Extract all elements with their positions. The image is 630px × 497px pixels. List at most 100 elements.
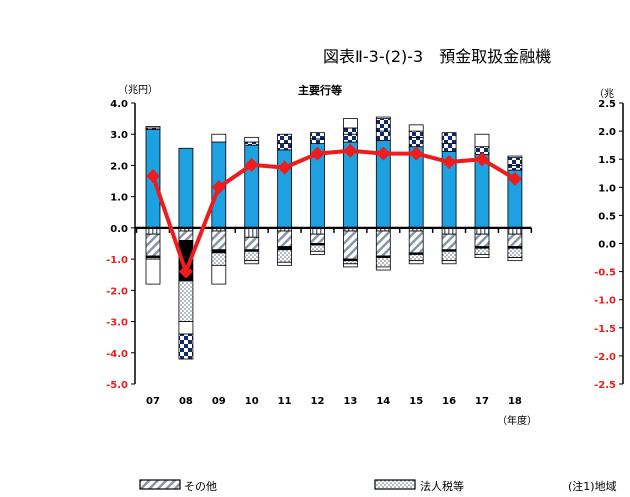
line-point-13 <box>343 143 358 158</box>
right-tick-label: 1.0 <box>598 183 616 194</box>
bar-segment <box>474 233 490 248</box>
category-label: 10 <box>245 396 259 407</box>
bar-segment <box>310 132 325 140</box>
bar-segment <box>310 138 325 144</box>
category-label: 17 <box>475 396 489 407</box>
figure-title: 図表Ⅱ-3-(2)-3 預金取扱金融機 <box>323 47 551 66</box>
bar-segment <box>211 252 227 266</box>
category-label: 12 <box>311 396 325 407</box>
legend: その他 法人税等 <box>139 479 464 493</box>
bar-segment <box>441 260 457 265</box>
bar-segment <box>474 254 490 258</box>
bar-segment <box>342 133 358 143</box>
right-tick-label: -1.5 <box>594 324 616 335</box>
bar-segment <box>375 116 391 120</box>
category-label: 16 <box>442 396 456 407</box>
bar-segment <box>178 230 194 241</box>
left-tick-label: 0.0 <box>110 224 128 235</box>
footnote: (注1)地域 <box>568 479 617 493</box>
bar-segment <box>178 280 194 322</box>
bar-segment <box>441 132 457 144</box>
right-tick-label: -2.5 <box>594 380 616 391</box>
bar-segment <box>244 260 260 265</box>
line-point-08 <box>178 264 193 279</box>
line-point-18 <box>507 171 522 186</box>
category-label: 11 <box>278 396 292 407</box>
bar-segment <box>178 147 194 229</box>
right-tick-label: 2.5 <box>598 99 616 110</box>
bar-segment <box>310 244 325 252</box>
legend-item-other: その他 <box>139 479 217 493</box>
bar-segment <box>507 247 523 258</box>
bar-segment <box>145 126 161 129</box>
line-point-11 <box>277 160 292 175</box>
right-axis-unit: （兆 <box>594 88 614 100</box>
left-tick-label: 4.0 <box>110 99 128 110</box>
legend-item-corporate-tax: 法人税等 <box>374 479 464 493</box>
left-tick-label: -3.0 <box>106 318 128 329</box>
bar-segment <box>408 136 424 148</box>
bar-segment <box>244 136 260 143</box>
legend-swatch-other <box>139 479 181 490</box>
category-label: 14 <box>376 396 390 407</box>
bar-segment <box>342 127 358 135</box>
category-label: 07 <box>146 396 160 407</box>
line-path <box>151 148 516 274</box>
bar-segment <box>375 257 391 268</box>
bar-stacks <box>145 116 523 360</box>
bar-segment <box>375 118 391 132</box>
right-tick-label: 1.5 <box>598 155 616 166</box>
bar-stack-18 <box>507 155 523 262</box>
right-tick-label: 0.5 <box>598 211 616 222</box>
bar-segment <box>408 130 424 138</box>
bar-segment <box>342 263 358 268</box>
bar-segment <box>342 260 358 265</box>
left-y-axis: 4.0 3.0 2.0 1.0 0.0 -1.0 -2.0 -3.0 -4.0 -5.0 <box>106 99 136 391</box>
right-tick-label: -2.0 <box>594 352 616 363</box>
bar-segment <box>277 133 293 144</box>
line-point-15 <box>409 146 424 161</box>
left-tick-label: 1.0 <box>110 193 128 204</box>
bar-stack-16 <box>441 132 457 265</box>
bar-segment <box>244 144 260 229</box>
bar-segment <box>507 233 523 248</box>
right-tick-label: -0.5 <box>594 268 616 279</box>
line-point-17 <box>475 152 489 167</box>
bar-stack-12 <box>310 132 325 255</box>
bar-segment <box>441 233 457 251</box>
bar-stack-07 <box>145 126 161 285</box>
bar-segment <box>244 141 260 146</box>
bar-segment <box>474 247 490 255</box>
bar-segment <box>342 118 358 129</box>
zero-baseline <box>135 226 533 233</box>
bar-segment <box>145 258 161 285</box>
bar-segment <box>244 236 260 251</box>
left-axis-unit: （兆円） <box>118 84 158 96</box>
bar-segment <box>441 143 457 152</box>
bar-segment <box>277 230 293 248</box>
legend-swatch-corporate-tax <box>374 479 416 490</box>
category-label: 13 <box>343 396 357 407</box>
bar-segment <box>375 130 391 141</box>
chart-subtitle: 主要行等 <box>298 83 342 97</box>
bar-segment <box>310 233 325 244</box>
bar-segment <box>507 155 523 159</box>
bar-stack-11 <box>277 133 293 266</box>
line-point-12 <box>310 146 325 161</box>
category-label: 08 <box>179 396 193 407</box>
line-point-10 <box>244 157 259 172</box>
right-tick-label: 0.0 <box>598 240 616 251</box>
right-tick-label: -1.0 <box>594 296 616 307</box>
bar-stack-15 <box>408 124 424 265</box>
left-tick-label: 2.0 <box>110 161 128 172</box>
bar-segment <box>277 143 293 151</box>
line-point-07 <box>146 169 160 184</box>
bar-segment <box>211 264 227 285</box>
bar-segment <box>277 261 293 266</box>
bar-segment <box>375 230 391 257</box>
bar-segment <box>244 227 260 238</box>
bar-segment <box>244 250 260 262</box>
category-labels: 07 08 09 10 11 12 13 14 15 16 17 18 <box>146 396 522 407</box>
left-tick-label: 3.0 <box>110 130 128 141</box>
